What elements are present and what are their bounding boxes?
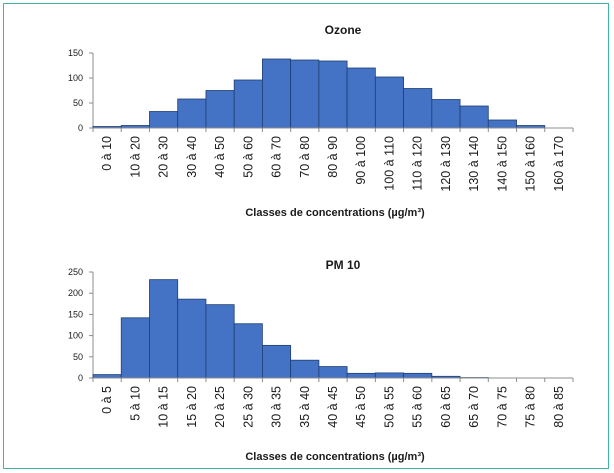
chart-0-x-tick-label: 130 à 140 [467, 136, 481, 192]
chart-0-bar [149, 111, 179, 129]
chart-0-y-tick-label: 0 [78, 123, 83, 133]
chart-1-bar [177, 298, 207, 379]
chart-1-bar [92, 374, 122, 379]
chart-1-x-tick-label: 40 à 45 [326, 386, 340, 428]
chart-1-x-tick-label: 65 à 70 [467, 386, 481, 428]
chart-1-x-tick-label: 55 à 60 [411, 386, 425, 428]
chart-1-title: PM 10 [326, 258, 361, 272]
chart-0-bar [431, 99, 461, 129]
chart-0-x-tick-label: 100 à 110 [382, 136, 396, 191]
chart-1-x-tick-label: 50 à 55 [382, 386, 396, 428]
chart-1-x-axis-label: Classes de concentrations (µg/m³) [245, 451, 425, 463]
chart-1-x-tick-label: 60 à 65 [439, 386, 453, 428]
chart-0-bar [346, 67, 376, 129]
chart-1-bar [149, 279, 179, 379]
chart-1-x-tick-label: 10 à 15 [157, 386, 171, 428]
chart-0-x-tick-label: 60 à 70 [270, 136, 284, 178]
chart-1-x-tick-label: 45 à 50 [354, 386, 368, 428]
chart-1-x-tick-label: 80 à 85 [552, 386, 566, 428]
chart-0-bar [318, 60, 348, 129]
chart-0-x-tick-label: 20 à 30 [157, 136, 171, 178]
chart-0-bar [233, 79, 263, 129]
chart-0-x-tick-label: 150 à 160 [524, 136, 538, 192]
chart-0-y-tick-label: 150 [68, 48, 83, 58]
chart-0-bar [459, 105, 489, 129]
chart-0-x-tick-label: 110 à 120 [411, 136, 425, 191]
chart-0-bar [403, 88, 433, 129]
chart-1-x-tick-label: 5 à 10 [128, 386, 142, 421]
chart-0-x-tick-label: 90 à 100 [354, 136, 368, 185]
chart-1-x-tick-label: 15 à 20 [185, 386, 199, 428]
chart-1-x-tick-label: 20 à 25 [213, 386, 227, 428]
chart-0-x-tick-label: 0 à 10 [100, 136, 114, 171]
chart-1-bar [346, 372, 376, 379]
chart-1-x-tick-label: 0 à 5 [100, 386, 114, 414]
chart-1-bar [233, 323, 263, 379]
chart-1-bar [205, 304, 235, 379]
chart-0-x-tick-label: 10 à 20 [128, 136, 142, 178]
chart-1-x-tick-label: 30 à 35 [270, 386, 284, 428]
chart-1-y-tick-label: 0 [78, 373, 83, 383]
chart-1-x-tick-label: 35 à 40 [298, 386, 312, 428]
chart-0-bar [374, 76, 404, 129]
chart-0-bar [290, 59, 320, 129]
chart-0-bar [487, 119, 517, 129]
chart-0-y-tick-label: 100 [68, 73, 83, 83]
chart-0-x-tick-label: 70 à 80 [298, 136, 312, 178]
chart-0-bar [177, 98, 207, 129]
chart-0-x-tick-label: 160 à 170 [552, 136, 566, 192]
chart-1-bar [290, 359, 320, 379]
chart-0-x-tick-label: 120 à 130 [439, 136, 453, 192]
chart-0-x-tick-label: 40 à 50 [213, 136, 227, 178]
chart-1-x-tick-label: 70 à 75 [495, 386, 509, 428]
chart-0-x-tick-label: 140 à 150 [495, 136, 509, 192]
chart-1-y-tick-label: 100 [68, 331, 83, 341]
chart-1-x-tick-label: 75 à 80 [524, 386, 538, 428]
chart-0-y-tick-label: 50 [73, 98, 83, 108]
chart-1-bar [318, 366, 348, 379]
chart-1-y-tick-label: 50 [73, 352, 83, 362]
chart-1-y-tick-label: 200 [68, 288, 83, 298]
chart-1-y-tick-label: 250 [68, 267, 83, 277]
chart-0-title: Ozone [325, 23, 362, 37]
chart-0-bar [262, 58, 292, 129]
chart-1-y-tick-label: 150 [68, 309, 83, 319]
chart-0-x-tick-label: 50 à 60 [241, 136, 255, 178]
chart-0-x-axis-label: Classes de concentrations (µg/m³) [245, 207, 425, 219]
chart-0-x-tick-label: 80 à 90 [326, 136, 340, 178]
chart-1-bar [120, 317, 150, 379]
chart-0-bar [205, 90, 235, 129]
chart-1-x-tick-label: 25 à 30 [241, 386, 255, 428]
chart-1-bar [403, 372, 433, 379]
chart-0-x-tick-label: 30 à 40 [185, 136, 199, 178]
chart-1-bar [262, 344, 292, 379]
chart-1-bar [374, 372, 404, 379]
